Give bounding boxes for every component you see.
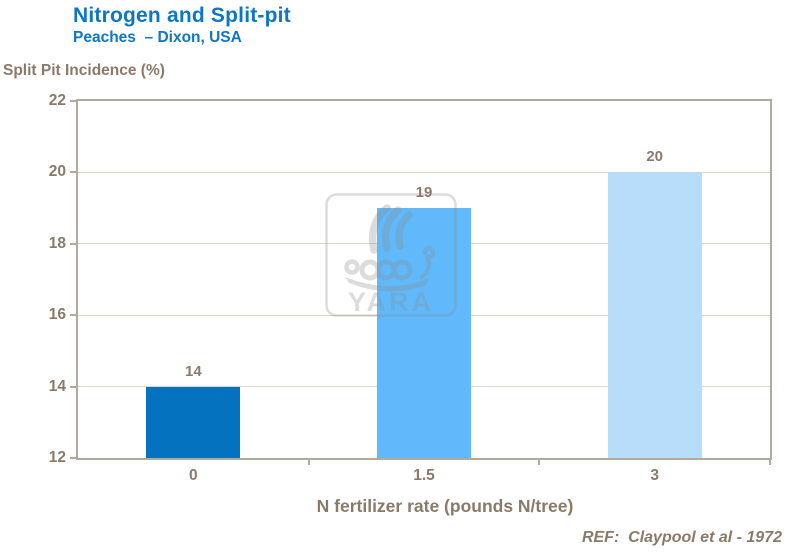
- bar-value-label: 14: [184, 362, 202, 380]
- bar-value-label: 20: [646, 148, 663, 166]
- bar-1.5: [377, 208, 471, 458]
- x-tick-label: 3: [650, 467, 659, 484]
- chart-title: Nitrogen and Split-pit: [73, 4, 291, 27]
- x-tick-label: 0: [189, 467, 198, 484]
- y-axis-title: Split Pit Incidence (%): [3, 62, 165, 79]
- chart-subtitle: Peaches – Dixon, USA: [73, 29, 242, 46]
- y-tick-mark: [70, 385, 76, 388]
- y-tick-mark: [70, 457, 76, 459]
- y-tick-label: 20: [48, 163, 66, 181]
- svg-text:YARA: YARA: [348, 287, 434, 317]
- y-tick-mark: [70, 100, 76, 102]
- bar-0: [146, 386, 241, 458]
- x-tick-mark: [769, 460, 771, 465]
- bar-value-label: 19: [415, 184, 433, 202]
- x-axis-title: N fertilizer rate (pounds N/tree): [316, 496, 574, 516]
- y-tick-mark: [70, 242, 76, 245]
- y-tick-mark: [70, 314, 76, 317]
- bar-3: [607, 172, 702, 458]
- y-tick-mark: [70, 171, 76, 174]
- y-tick-label: 18: [48, 234, 66, 252]
- y-tick-label: 12: [48, 449, 66, 466]
- y-tick-label: 22: [48, 92, 66, 109]
- reference-text: REF: Claypool et al - 1972: [581, 529, 782, 546]
- yara-viking-ship-logo-icon: YARA: [325, 193, 457, 317]
- x-tick-mark: [307, 460, 310, 465]
- x-tick-mark: [538, 460, 541, 465]
- y-tick-label: 14: [48, 377, 66, 395]
- y-gridline: [78, 171, 770, 173]
- x-tick-label: 1.5: [413, 467, 435, 484]
- y-tick-label: 16: [48, 306, 66, 324]
